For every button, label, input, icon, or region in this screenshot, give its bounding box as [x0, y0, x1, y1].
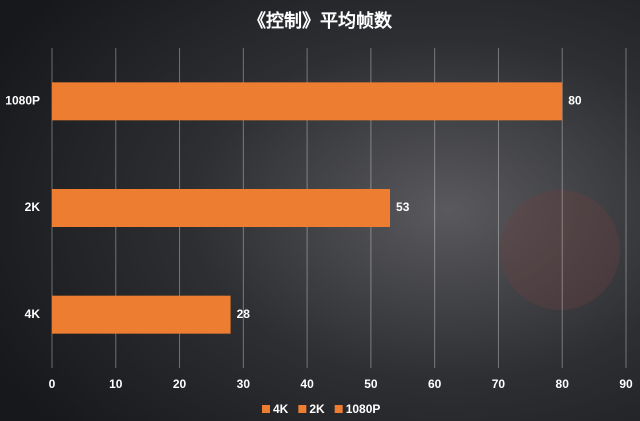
- chart-title: 《控制》平均帧数: [248, 10, 393, 31]
- legend-swatch: [334, 405, 343, 413]
- x-tick-label: 80: [556, 377, 570, 391]
- bar: [52, 82, 563, 121]
- legend-swatch: [262, 405, 270, 413]
- x-tick-label: 60: [428, 377, 442, 391]
- x-tick-label: 30: [237, 377, 251, 391]
- x-tick-label: 0: [49, 377, 56, 391]
- legend-label: 2K: [309, 402, 325, 416]
- y-tick-label: 1080P: [5, 94, 40, 108]
- background-blur: [500, 190, 620, 310]
- x-tick-label: 90: [619, 377, 633, 391]
- legend-label: 1080P: [346, 402, 381, 416]
- legend-label: 4K: [273, 402, 289, 416]
- x-tick-label: 40: [300, 377, 314, 391]
- data-label: 80: [568, 94, 582, 108]
- bar: [52, 189, 391, 227]
- legend-swatch: [298, 405, 307, 413]
- x-tick-label: 70: [492, 377, 506, 391]
- data-label: 53: [396, 200, 410, 214]
- y-tick-label: 2K: [25, 200, 41, 214]
- bar: [52, 295, 231, 334]
- data-label: 28: [237, 307, 251, 321]
- x-tick-label: 10: [109, 377, 123, 391]
- x-tick-label: 50: [364, 377, 378, 391]
- x-tick-label: 20: [173, 377, 187, 391]
- y-tick-label: 4K: [25, 307, 41, 321]
